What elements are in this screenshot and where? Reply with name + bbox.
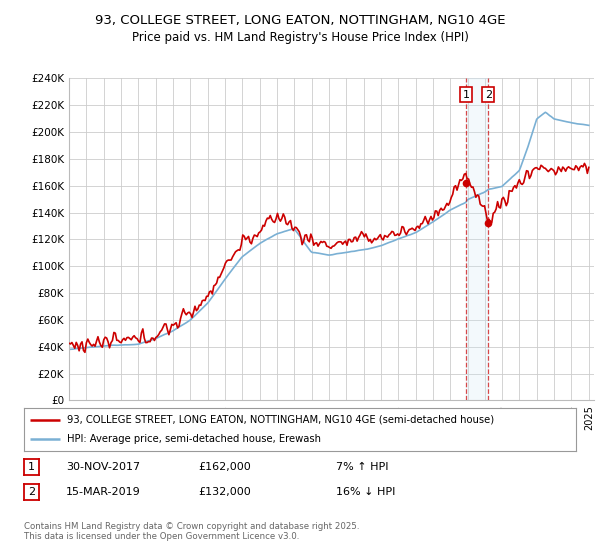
Text: 1: 1 [463, 90, 470, 100]
Text: 2: 2 [485, 90, 492, 100]
Text: 93, COLLEGE STREET, LONG EATON, NOTTINGHAM, NG10 4GE (semi-detached house): 93, COLLEGE STREET, LONG EATON, NOTTINGH… [67, 415, 494, 424]
Text: 2: 2 [28, 487, 35, 497]
Bar [466, 78, 488, 400]
Text: £132,000: £132,000 [198, 487, 251, 497]
Text: 30-NOV-2017: 30-NOV-2017 [66, 462, 140, 472]
Text: Price paid vs. HM Land Registry's House Price Index (HPI): Price paid vs. HM Land Registry's House … [131, 31, 469, 44]
Text: 7% ↑ HPI: 7% ↑ HPI [336, 462, 389, 472]
Text: Contains HM Land Registry data © Crown copyright and database right 2025.
This d: Contains HM Land Registry data © Crown c… [24, 522, 359, 542]
Text: £162,000: £162,000 [198, 462, 251, 472]
Text: 16% ↓ HPI: 16% ↓ HPI [336, 487, 395, 497]
Text: 93, COLLEGE STREET, LONG EATON, NOTTINGHAM, NG10 4GE: 93, COLLEGE STREET, LONG EATON, NOTTINGH… [95, 14, 505, 27]
Text: 15-MAR-2019: 15-MAR-2019 [66, 487, 141, 497]
Text: HPI: Average price, semi-detached house, Erewash: HPI: Average price, semi-detached house,… [67, 435, 321, 444]
Text: 1: 1 [28, 462, 35, 472]
